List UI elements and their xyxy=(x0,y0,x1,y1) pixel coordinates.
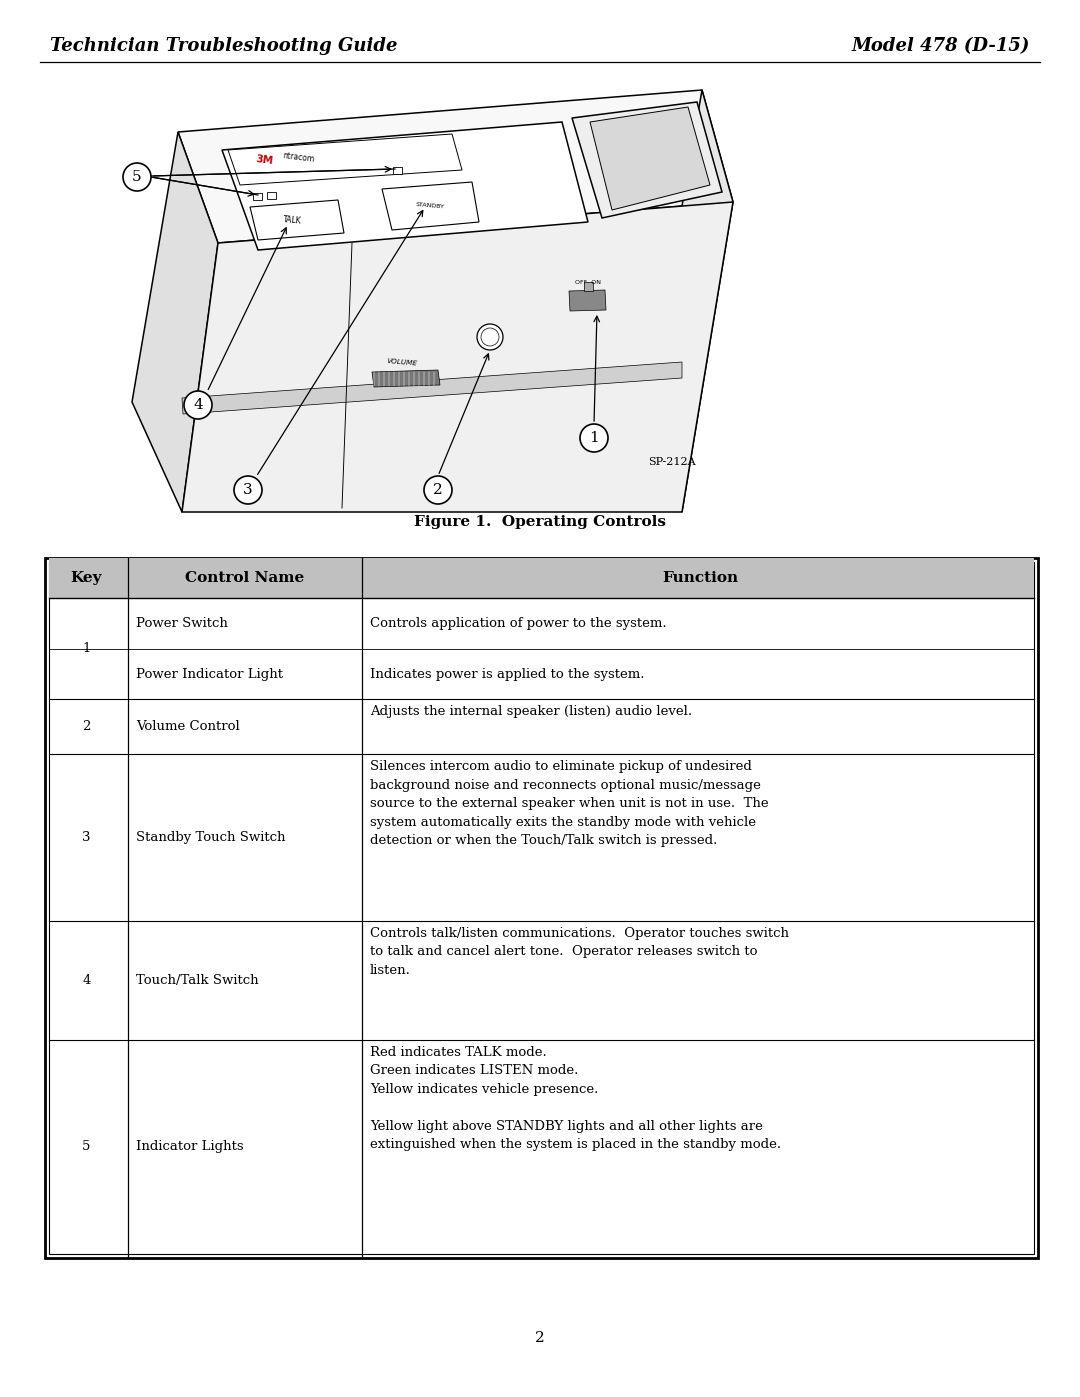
Circle shape xyxy=(234,476,262,504)
Polygon shape xyxy=(183,362,681,414)
Text: Indicates power is applied to the system.: Indicates power is applied to the system… xyxy=(370,668,645,680)
Text: Controls talk/listen communications.  Operator touches switch
to talk and cancel: Controls talk/listen communications. Ope… xyxy=(370,928,789,977)
Circle shape xyxy=(184,391,212,419)
Text: Controls application of power to the system.: Controls application of power to the sys… xyxy=(370,617,666,630)
Polygon shape xyxy=(228,134,462,184)
Text: 1: 1 xyxy=(82,643,91,655)
Text: 3M: 3M xyxy=(255,154,273,166)
Polygon shape xyxy=(584,282,593,291)
Text: Standby Touch Switch: Standby Touch Switch xyxy=(136,831,285,844)
Text: 4: 4 xyxy=(82,974,91,986)
Circle shape xyxy=(477,324,503,351)
Text: 3: 3 xyxy=(243,483,253,497)
Text: Power Switch: Power Switch xyxy=(136,617,228,630)
Text: VOLUME: VOLUME xyxy=(387,358,418,366)
Polygon shape xyxy=(650,89,733,511)
Polygon shape xyxy=(249,200,345,240)
Text: Model 478 (D-15): Model 478 (D-15) xyxy=(852,36,1030,54)
Bar xyxy=(49,562,1034,1255)
Text: Technician Troubleshooting Guide: Technician Troubleshooting Guide xyxy=(50,36,397,54)
Text: Power Indicator Light: Power Indicator Light xyxy=(136,668,283,680)
Text: Control Name: Control Name xyxy=(186,571,305,585)
Text: Adjusts the internal speaker (listen) audio level.: Adjusts the internal speaker (listen) au… xyxy=(370,705,692,718)
Text: 4: 4 xyxy=(193,398,203,412)
Bar xyxy=(49,557,1034,598)
Text: 2: 2 xyxy=(535,1331,545,1345)
Polygon shape xyxy=(572,102,723,218)
Text: Function: Function xyxy=(662,571,738,585)
Text: Figure 1.  Operating Controls: Figure 1. Operating Controls xyxy=(414,515,666,529)
Text: OFF  ON: OFF ON xyxy=(575,281,600,285)
Text: Touch/Talk Switch: Touch/Talk Switch xyxy=(136,974,258,986)
Text: SP-212A: SP-212A xyxy=(648,457,696,467)
Text: ntracom: ntracom xyxy=(282,151,315,163)
Polygon shape xyxy=(372,370,440,387)
Bar xyxy=(45,557,1038,1259)
Circle shape xyxy=(580,425,608,453)
Polygon shape xyxy=(267,191,276,198)
Circle shape xyxy=(424,476,453,504)
Text: 2: 2 xyxy=(433,483,443,497)
Text: Indicator Lights: Indicator Lights xyxy=(136,1140,244,1154)
Text: Red indicates TALK mode.
Green indicates LISTEN mode.
Yellow indicates vehicle p: Red indicates TALK mode. Green indicates… xyxy=(370,1046,781,1151)
Text: 5: 5 xyxy=(82,1140,91,1154)
Polygon shape xyxy=(178,89,733,243)
Circle shape xyxy=(123,163,151,191)
Text: STANDBY: STANDBY xyxy=(416,203,445,210)
Text: 2: 2 xyxy=(82,721,91,733)
Polygon shape xyxy=(183,203,733,511)
Polygon shape xyxy=(382,182,480,231)
Text: TALK: TALK xyxy=(282,215,301,225)
Text: 3: 3 xyxy=(82,831,91,844)
Text: 1: 1 xyxy=(589,432,599,446)
Text: Volume Control: Volume Control xyxy=(136,721,240,733)
Text: 5: 5 xyxy=(132,170,141,184)
Text: Key: Key xyxy=(71,571,103,585)
Polygon shape xyxy=(590,108,710,210)
Polygon shape xyxy=(569,291,606,312)
Polygon shape xyxy=(132,131,218,511)
Polygon shape xyxy=(393,168,402,175)
Polygon shape xyxy=(222,122,588,250)
Text: Silences intercom audio to eliminate pickup of undesired
background noise and re: Silences intercom audio to eliminate pic… xyxy=(370,760,769,848)
Polygon shape xyxy=(253,193,262,200)
